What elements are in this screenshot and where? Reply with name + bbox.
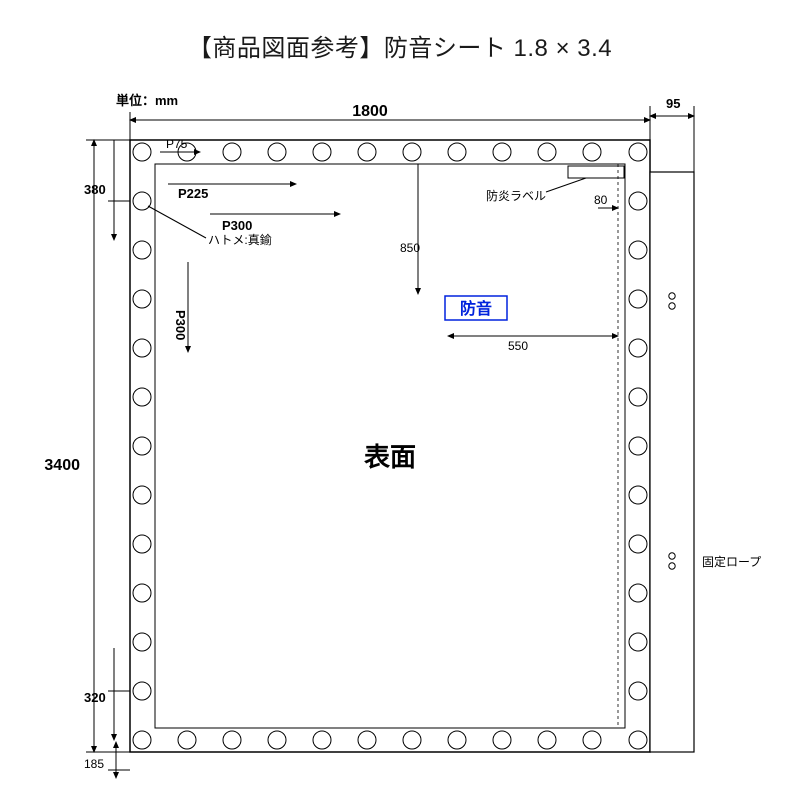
dim-3400: 3400 [44,457,80,474]
dim-p225: P225 [178,186,208,201]
dim-380: 380 [84,182,106,197]
dim-185: 185 [84,757,104,771]
dim-95: 95 [666,96,680,111]
flap-rect [650,172,694,752]
dim-550: 550 [508,339,528,353]
dim-850: 850 [400,241,420,255]
page: { "title": "【商品図面参考】防音シート 1.8 × 3.4", "u… [0,0,800,800]
dim-80: 80 [594,193,608,207]
dim-p75: P75 [166,137,188,151]
dim-320: 320 [84,690,106,705]
dim-width: 1800 [352,103,388,120]
label-sound: 防音 [460,299,492,318]
dim-p300h: P300 [222,218,252,233]
dim-p300v: P300 [173,310,188,340]
diagram-svg: 1800 95 P75 P225 P300 ハトメ:真鍮 防炎ラベル 850 防… [0,0,800,800]
label-surface: 表面 [364,442,416,472]
label-fire: 防炎ラベル [486,188,546,203]
label-rope: 固定ロープ [702,554,761,569]
label-eyelet: ハトメ:真鍮 [208,232,272,247]
